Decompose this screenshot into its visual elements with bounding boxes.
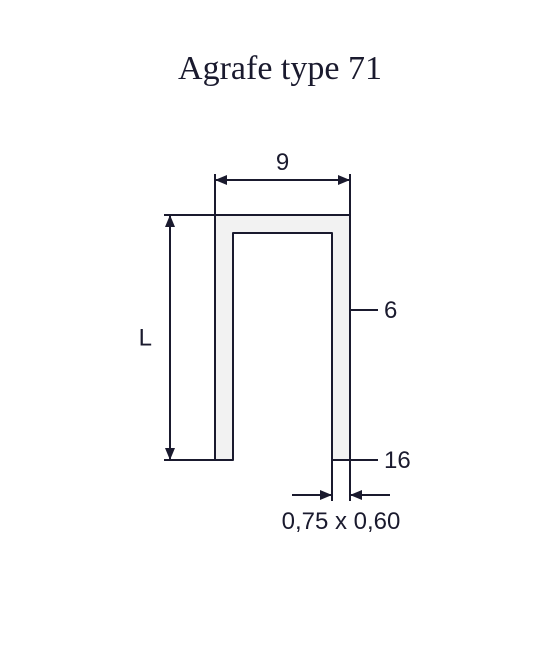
dim-range-bottom-label: 16 (384, 447, 411, 474)
dim-width-label: 9 (276, 149, 289, 176)
dim-length-label: L (139, 325, 152, 352)
staple-shape (215, 215, 350, 460)
staple-diagram: 9 L 6 16 0,75 x 0,60 (0, 0, 560, 655)
dim-wire-label: 0,75 x 0,60 (282, 508, 401, 535)
dim-range-top-label: 6 (384, 297, 397, 324)
